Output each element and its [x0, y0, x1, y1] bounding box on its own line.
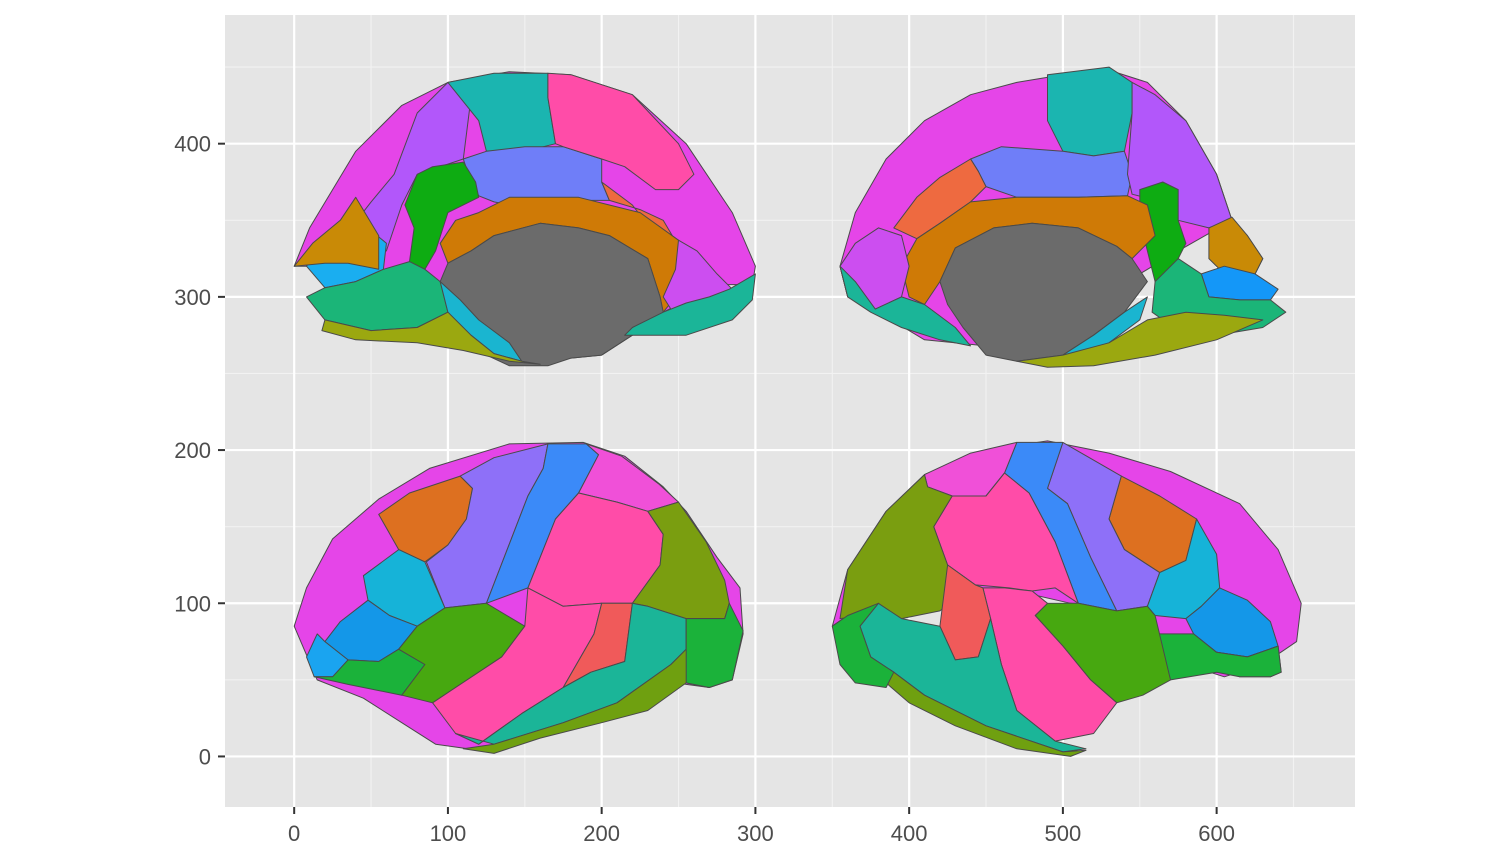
view-rh-medial [839, 66, 1287, 368]
brain-views [293, 66, 1302, 757]
x-tick-label: 0 [288, 821, 300, 846]
x-tick-label: 100 [430, 821, 467, 846]
y-tick-label: 400 [174, 132, 211, 157]
rh-lateral-region-10 [1154, 633, 1282, 681]
rh-medial-region-2 [970, 146, 1133, 198]
rh-medial-region-1 [1047, 66, 1133, 157]
view-lh-medial [293, 71, 756, 367]
lh-medial-region-15 [624, 273, 756, 336]
rh-medial-region-7 [1208, 216, 1264, 275]
y-tick-label: 0 [199, 744, 211, 769]
y-tick-label: 100 [174, 591, 211, 616]
rh-medial-region-15 [1016, 311, 1264, 368]
lh-medial-region-11 [293, 196, 380, 270]
lh-medial-region-6 [404, 161, 480, 270]
rh-medial-region-13 [839, 265, 972, 347]
view-lh-lateral [293, 441, 744, 754]
view-rh-lateral [831, 440, 1302, 757]
y-tick-label: 200 [174, 438, 211, 463]
rh-lateral-region-16 [831, 602, 895, 688]
lh-medial-region-3 [462, 146, 610, 206]
lh-medial-region-5 [547, 72, 695, 191]
x-tick-label: 200 [583, 821, 620, 846]
lh-lateral-region-16 [685, 602, 744, 688]
x-tick-label: 400 [891, 821, 928, 846]
rh-medial-region-12 [939, 222, 1148, 362]
x-tick-label: 300 [737, 821, 774, 846]
x-tick-label: 600 [1198, 821, 1235, 846]
lh-medial-region-14 [321, 311, 541, 365]
y-tick-label: 300 [174, 285, 211, 310]
x-tick-label: 500 [1045, 821, 1082, 846]
axes: 0 100 200 300 400 500 600 0 100 200 300 400 [174, 132, 1235, 846]
